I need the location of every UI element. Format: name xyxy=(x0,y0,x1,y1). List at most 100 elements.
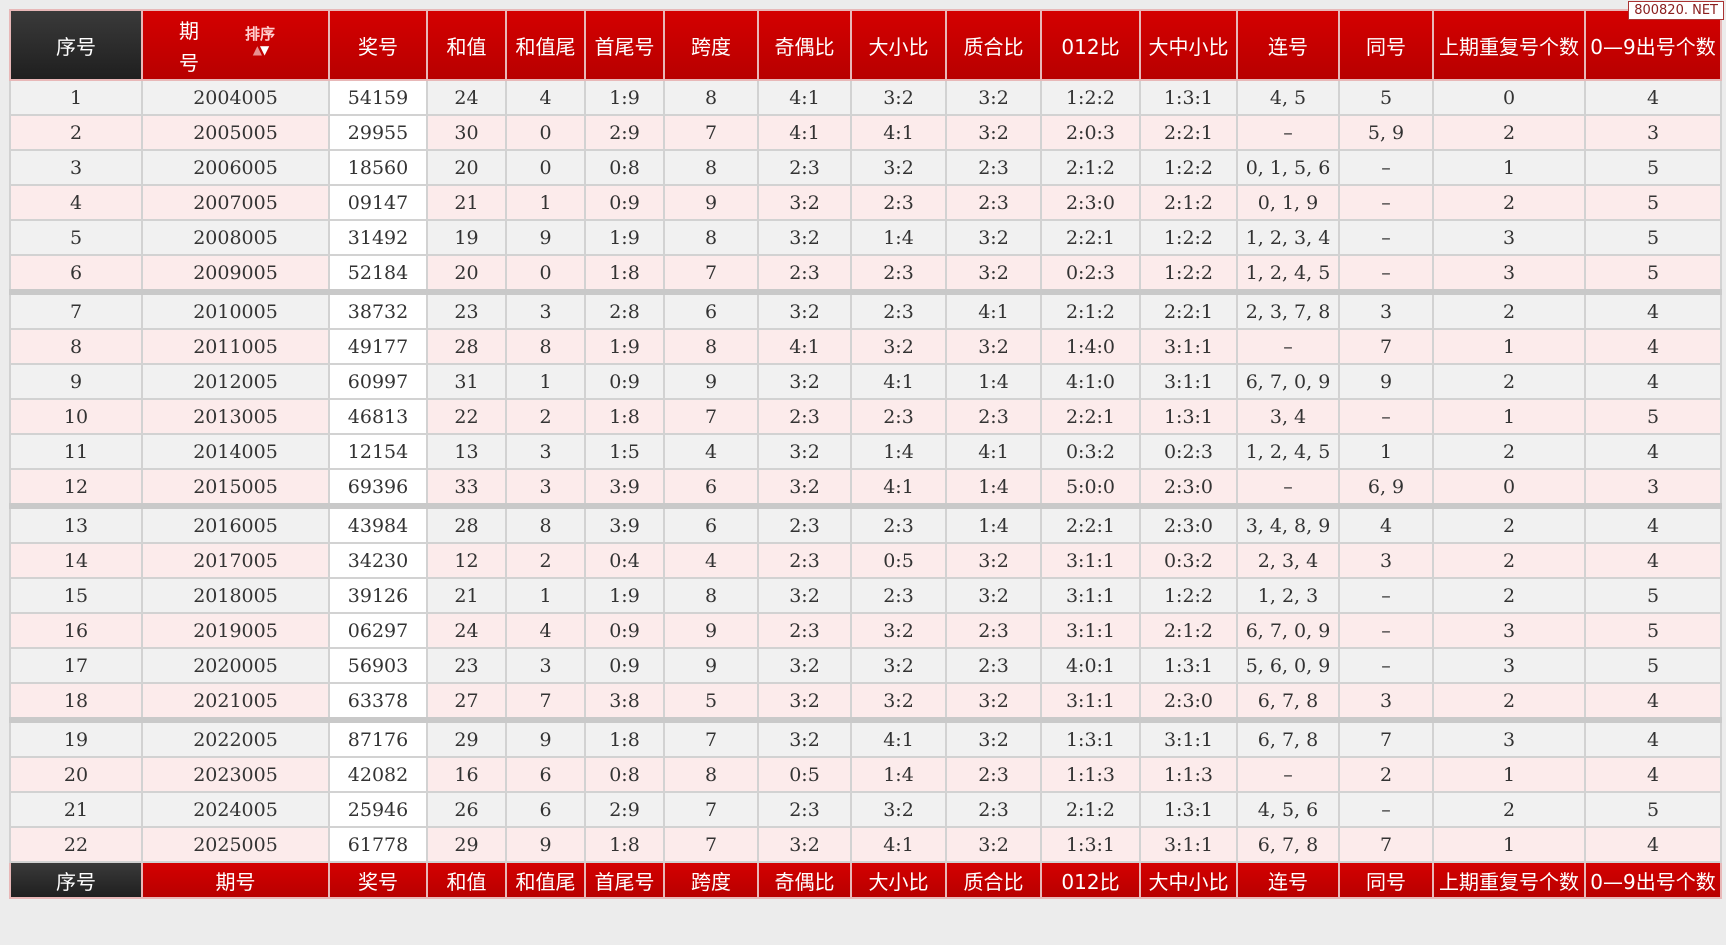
arrow-up-icon: ▲ xyxy=(252,43,262,57)
cell-prime-composite: 2:3 xyxy=(945,647,1042,684)
cell-repeat-count: 2 xyxy=(1432,577,1586,614)
cell-same-number: 3 xyxy=(1338,542,1434,579)
cell-sum-tail: 3 xyxy=(505,291,586,330)
cell-prime-composite: 4:1 xyxy=(945,433,1042,470)
cell-consecutive: 6, 7, 0, 9 xyxy=(1236,612,1340,649)
cell-same-number: – xyxy=(1338,612,1434,649)
cell-big-small: 2:3 xyxy=(850,291,947,330)
header-span: 跨度 xyxy=(663,9,759,81)
cell-big-small: 3:2 xyxy=(850,328,947,365)
cell-prize-number: 56903 xyxy=(328,647,428,684)
cell-sum-tail: 2 xyxy=(505,398,586,435)
cell-sum-tail: 9 xyxy=(505,719,586,758)
cell-mod012: 2:3:0 xyxy=(1040,184,1141,221)
table-row: 14 2017005 34230 12 2 0:4 4 2:3 0:5 3:2 3:1:1 0:3:2… xyxy=(9,542,1722,579)
cell-prime-composite: 2:3 xyxy=(945,756,1042,793)
table-row: 21 2024005 25946 26 6 2:9 7 2:3 3:2 2:3 2:1:2 1:3:1… xyxy=(9,791,1722,828)
table-row: 7 2010005 38732 23 3 2:8 6 3:2 2:3 4:1 2:1:2 2:2:1 2… xyxy=(9,291,1722,330)
cell-sum: 21 xyxy=(426,184,507,221)
cell-span: 7 xyxy=(663,719,759,758)
cell-consecutive: 3, 4, 8, 9 xyxy=(1236,505,1340,544)
cell-digit-count: 5 xyxy=(1584,184,1722,221)
cell-span: 7 xyxy=(663,826,759,863)
footer-prime-composite: 质合比 xyxy=(945,861,1042,899)
cell-digit-count: 4 xyxy=(1584,682,1722,723)
cell-big-small: 2:3 xyxy=(850,577,947,614)
cell-consecutive: 2, 3, 7, 8 xyxy=(1236,291,1340,330)
cell-sum: 23 xyxy=(426,291,507,330)
cell-sum-tail: 3 xyxy=(505,433,586,470)
cell-same-number: – xyxy=(1338,398,1434,435)
cell-prize-number: 39126 xyxy=(328,577,428,614)
cell-big-mid-small: 1:3:1 xyxy=(1139,647,1238,684)
cell-odd-even: 3:2 xyxy=(757,719,852,758)
cell-consecutive: 6, 7, 0, 9 xyxy=(1236,363,1340,400)
cell-index: 4 xyxy=(9,184,143,221)
cell-big-small: 3:2 xyxy=(850,647,947,684)
cell-odd-even: 3:2 xyxy=(757,184,852,221)
table-row: 2 2005005 29955 30 0 2:9 7 4:1 4:1 3:2 2:0:3 2:2:1–… xyxy=(9,114,1722,151)
cell-big-mid-small: 0:2:3 xyxy=(1139,433,1238,470)
footer-odd-even: 奇偶比 xyxy=(757,861,852,899)
cell-prime-composite: 3:2 xyxy=(945,542,1042,579)
cell-first-last: 3:9 xyxy=(584,468,665,509)
footer-sum-tail: 和值尾 xyxy=(505,861,586,899)
footer-span: 跨度 xyxy=(663,861,759,899)
cell-prize-number: 42082 xyxy=(328,756,428,793)
cell-repeat-count: 2 xyxy=(1432,363,1586,400)
cell-period: 2007005 xyxy=(141,184,330,221)
cell-big-small: 1:4 xyxy=(850,219,947,256)
cell-index: 18 xyxy=(9,682,143,723)
table-row: 9 2012005 60997 31 1 0:9 9 3:2 4:1 1:4 4:1:0 3:1:1 6… xyxy=(9,363,1722,400)
sort-button[interactable]: 排序 ▲▼ xyxy=(245,23,275,56)
cell-digit-count: 4 xyxy=(1584,328,1722,365)
cell-repeat-count: 3 xyxy=(1432,719,1586,758)
cell-sum-tail: 9 xyxy=(505,219,586,256)
cell-repeat-count: 2 xyxy=(1432,791,1586,828)
cell-same-number: 2 xyxy=(1338,756,1434,793)
cell-odd-even: 2:3 xyxy=(757,398,852,435)
cell-prime-composite: 2:3 xyxy=(945,398,1042,435)
cell-prime-composite: 3:2 xyxy=(945,219,1042,256)
cell-mod012: 4:0:1 xyxy=(1040,647,1141,684)
cell-prime-composite: 2:3 xyxy=(945,612,1042,649)
cell-period: 2022005 xyxy=(141,719,330,758)
cell-span: 5 xyxy=(663,682,759,723)
cell-big-mid-small: 3:1:1 xyxy=(1139,826,1238,863)
cell-consecutive: 1, 2, 4, 5 xyxy=(1236,254,1340,295)
cell-big-mid-small: 1:2:2 xyxy=(1139,254,1238,295)
cell-odd-even: 3:2 xyxy=(757,682,852,723)
cell-period: 2017005 xyxy=(141,542,330,579)
table-row: 6 2009005 52184 20 0 1:8 7 2:3 2:3 3:2 0:2:3 1:2:2 1… xyxy=(9,254,1722,295)
table-row: 12 2015005 69396 33 3 3:9 6 3:2 4:1 1:4 5:0:0 2:3:0… xyxy=(9,468,1722,509)
cell-big-small: 2:3 xyxy=(850,254,947,295)
sort-label: 排序 xyxy=(245,25,276,43)
cell-consecutive: – xyxy=(1236,114,1340,151)
cell-sum: 16 xyxy=(426,756,507,793)
cell-mod012: 1:1:3 xyxy=(1040,756,1141,793)
cell-sum-tail: 1 xyxy=(505,184,586,221)
cell-index: 10 xyxy=(9,398,143,435)
cell-consecutive: – xyxy=(1236,328,1340,365)
header-period-line2: 号 xyxy=(179,51,199,75)
cell-odd-even: 2:3 xyxy=(757,149,852,186)
cell-mod012: 2:0:3 xyxy=(1040,114,1141,151)
cell-prize-number: 49177 xyxy=(328,328,428,365)
cell-span: 9 xyxy=(663,184,759,221)
footer-first-last: 首尾号 xyxy=(584,861,665,899)
header-same-number: 同号 xyxy=(1338,9,1434,81)
cell-same-number: – xyxy=(1338,219,1434,256)
cell-index: 20 xyxy=(9,756,143,793)
cell-big-mid-small: 2:1:2 xyxy=(1139,184,1238,221)
cell-mod012: 1:3:1 xyxy=(1040,826,1141,863)
cell-big-small: 2:3 xyxy=(850,398,947,435)
header-big-small: 大小比 xyxy=(850,9,947,81)
cell-period: 2024005 xyxy=(141,791,330,828)
cell-prime-composite: 1:4 xyxy=(945,505,1042,544)
cell-same-number: – xyxy=(1338,577,1434,614)
table-row: 17 2020005 56903 23 3 0:9 9 3:2 3:2 2:3 4:0:1 1:3:1… xyxy=(9,647,1722,684)
cell-sum: 26 xyxy=(426,791,507,828)
cell-span: 8 xyxy=(663,756,759,793)
cell-repeat-count: 0 xyxy=(1432,79,1586,116)
cell-repeat-count: 1 xyxy=(1432,826,1586,863)
